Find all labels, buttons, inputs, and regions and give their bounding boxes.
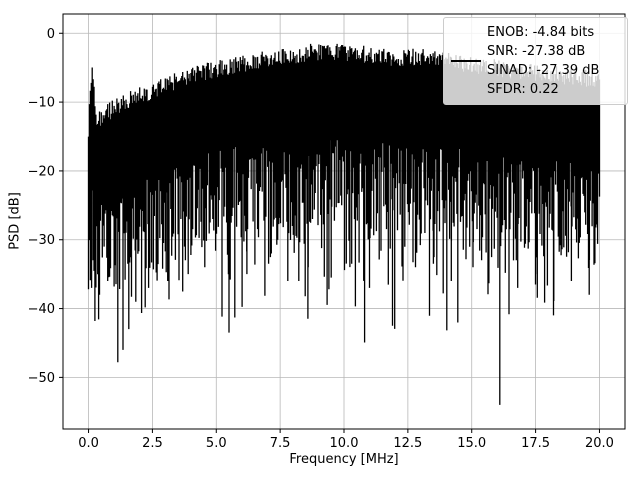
legend-entry-sfdr: SFDR: 0.22 bbox=[487, 82, 559, 97]
legend-line-sample-icon bbox=[451, 23, 487, 99]
x-tick-label: 12.5 bbox=[393, 436, 422, 451]
legend: ENOB: -4.84 bits SNR: -27.38 dB SINAD: -… bbox=[443, 17, 628, 105]
ticks bbox=[59, 32, 600, 433]
x-tick-label: 0.0 bbox=[78, 436, 99, 451]
x-tick-label: 5.0 bbox=[206, 436, 227, 451]
psd-trace bbox=[87, 43, 601, 405]
x-tick-label: 17.5 bbox=[521, 436, 550, 451]
tick-labels: 0.0 2.5 5.0 7.5 10.0 12.5 15.0 17.5 20.0 0 −10 −20 −… bbox=[28, 27, 614, 451]
legend-entry-snr: SNR: -27.38 dB bbox=[487, 44, 586, 59]
y-axis-label: PSD [dB] bbox=[7, 192, 23, 250]
x-tick-label: 15.0 bbox=[457, 436, 486, 451]
x-tick-label: 2.5 bbox=[142, 436, 163, 451]
legend-entries: ENOB: -4.84 bits SNR: -27.38 dB SINAD: -… bbox=[487, 23, 621, 99]
y-tick-label: −40 bbox=[28, 302, 55, 317]
y-tick-label: −30 bbox=[28, 233, 55, 248]
x-tick-label: 20.0 bbox=[585, 436, 614, 451]
x-tick-label: 10.0 bbox=[330, 436, 359, 451]
x-axis-label: Frequency [MHz] bbox=[289, 452, 399, 467]
legend-entry-sinad: SINAD: -27.39 dB bbox=[487, 63, 600, 78]
y-tick-label: −10 bbox=[28, 96, 55, 111]
legend-entry-enob: ENOB: -4.84 bits bbox=[487, 25, 595, 40]
x-tick-label: 7.5 bbox=[270, 436, 291, 451]
y-tick-label: −20 bbox=[28, 164, 55, 179]
y-tick-label: −50 bbox=[28, 371, 55, 386]
y-tick-label: 0 bbox=[47, 27, 55, 42]
